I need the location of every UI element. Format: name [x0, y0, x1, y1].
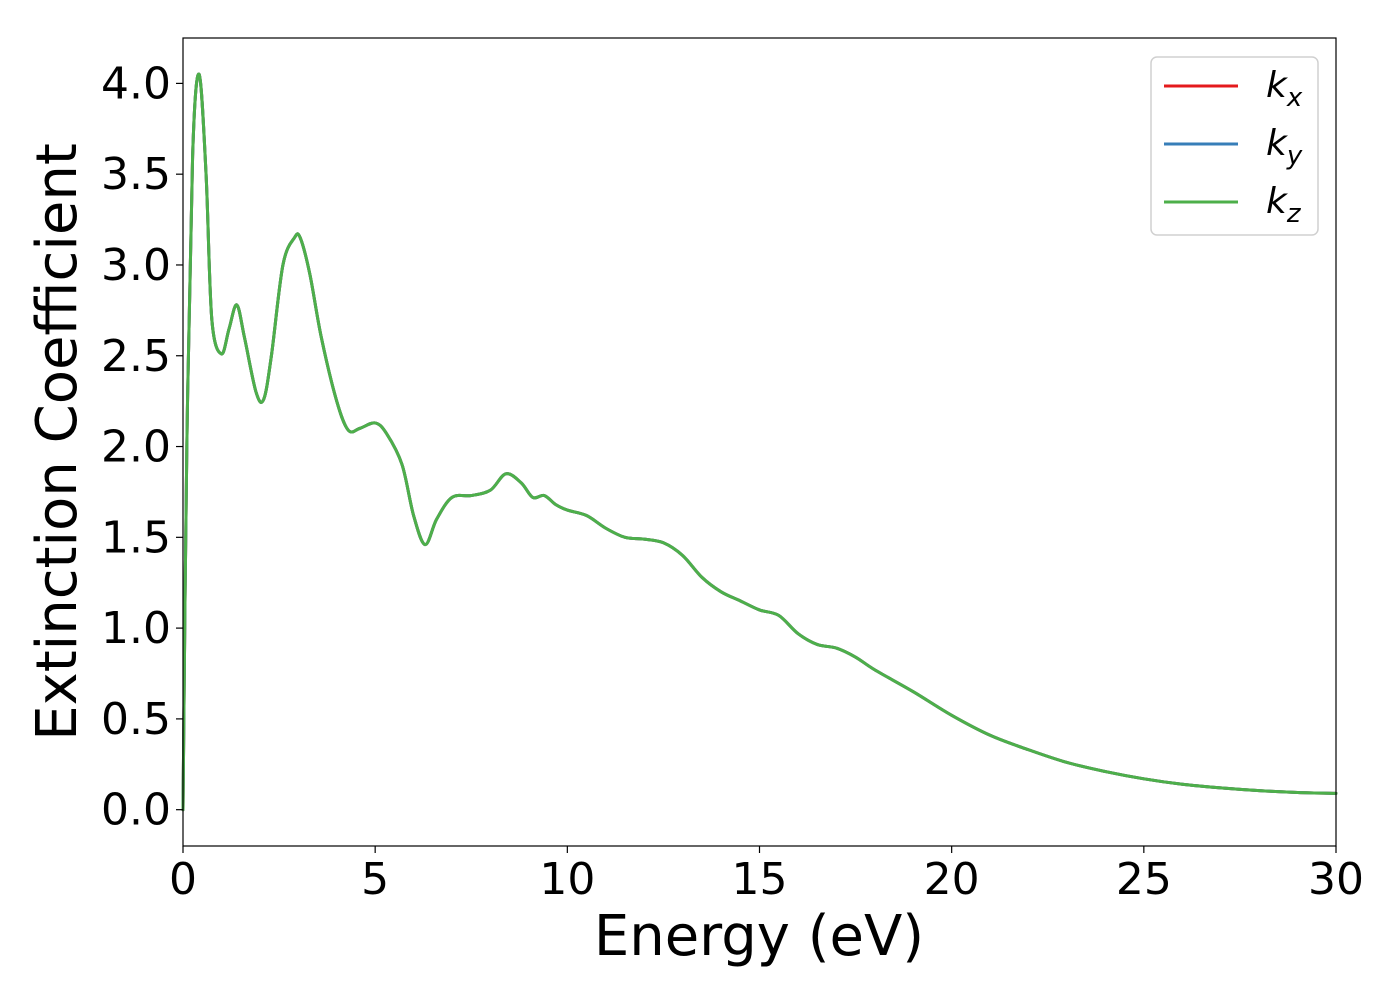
y-tick-label: 2.5 [101, 331, 171, 382]
legend-label-subscript: x [1286, 83, 1303, 113]
y-tick-label: 4.0 [101, 58, 171, 109]
legend-label: kx [1266, 65, 1303, 113]
y-tick-label: 1.5 [101, 512, 171, 563]
y-tick-label: 2.0 [101, 422, 171, 473]
series-line-kz [181, 72, 1338, 812]
legend-label-subscript: y [1286, 141, 1303, 171]
plot-area-background [183, 38, 1336, 846]
series-layer [181, 72, 1338, 812]
y-tick-label: 1.0 [101, 603, 171, 654]
x-axis-title: Energy (eV) [594, 904, 924, 969]
x-tick-label: 5 [361, 854, 389, 905]
legend-label-main: k [1266, 65, 1289, 106]
x-tick-label: 20 [924, 854, 980, 905]
x-tick-label: 10 [539, 854, 595, 905]
legend-label: kz [1266, 181, 1302, 229]
y-tick-label: 3.0 [101, 240, 171, 291]
x-tick-label: 15 [732, 854, 788, 905]
x-axis: 0 5 10 15 20 25 30 [169, 846, 1364, 905]
x-tick-label: 0 [169, 854, 197, 905]
y-tick-label: 0.0 [101, 785, 171, 836]
y-tick-label: 0.5 [101, 694, 171, 745]
x-tick-label: 25 [1116, 854, 1172, 905]
legend-label: ky [1266, 123, 1303, 171]
y-axis-title: Extinction Coefficient [25, 143, 90, 741]
legend-frame [1150, 56, 1319, 236]
y-tick-label: 3.5 [101, 149, 171, 200]
x-tick-label: 30 [1308, 854, 1364, 905]
legend-label-main: k [1266, 181, 1289, 222]
y-axis: 0.0 0.5 1.0 1.5 2.0 2.5 3.0 3.5 4.0 [101, 58, 183, 836]
legend-label-main: k [1266, 123, 1289, 164]
legend-label-subscript: z [1286, 199, 1302, 229]
